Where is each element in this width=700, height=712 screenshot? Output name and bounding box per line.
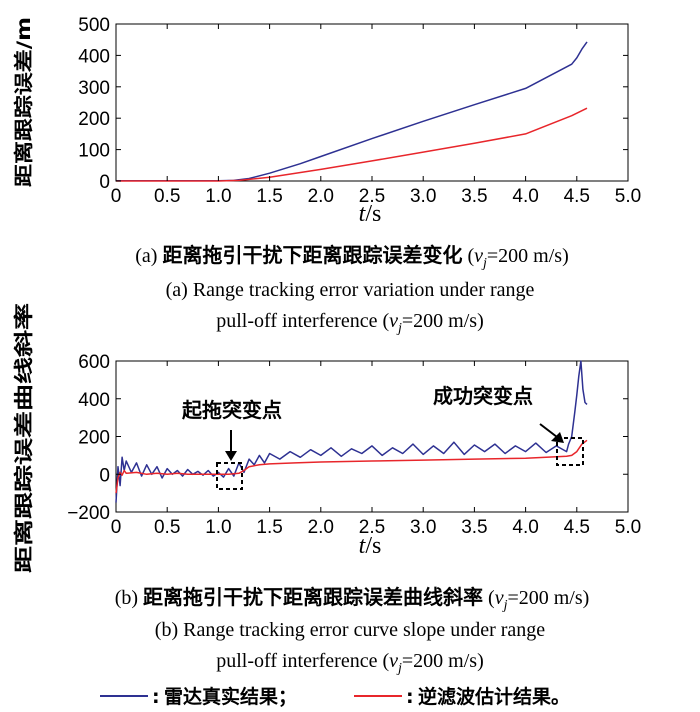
a-xtick-label: 2.0	[308, 186, 334, 207]
annotation-start-box	[216, 462, 243, 490]
b-xtick-label: 0.5	[154, 517, 180, 538]
a-xtick-label: 1.0	[205, 186, 231, 207]
b-ytick-label: 0	[99, 465, 110, 486]
chart-a-caption-en-2: pull-off interference (vj=200 m/s)	[216, 310, 484, 336]
a-xtick-label: 2.5	[359, 186, 385, 207]
chart-a-caption-zh: (a) 距离拖引干扰下距离跟踪误差变化 (vj=200 m/s)	[135, 243, 569, 271]
b-ytick-label: −200	[67, 503, 110, 524]
chart-a-ylabel: 距离跟踪误差/m	[12, 17, 35, 187]
a-ytick-label: 100	[78, 141, 110, 162]
annotation-start-arrowhead	[225, 451, 237, 461]
b-xtick-label: 2.0	[308, 517, 334, 538]
chart-b-ylabel: 距离跟踪误差曲线斜率	[12, 303, 35, 573]
legend-label-radar: 雷达真实结果；	[164, 685, 297, 708]
chart-b-caption-en-2: pull-off interference (vj=200 m/s)	[216, 650, 484, 676]
b-xtick-label: 5.0	[615, 517, 641, 538]
b-xtick-label: 3.5	[461, 517, 487, 538]
annotation-start-label: 起拖突变点	[181, 398, 282, 422]
b-xtick-label: 0	[111, 517, 122, 538]
annotation-success-point: 成功突变点	[433, 384, 584, 466]
a-ytick-label: 300	[78, 78, 110, 99]
b-xtick-label: 3.0	[410, 517, 436, 538]
chart-a-xlabel: t/s	[359, 201, 382, 227]
a-xtick-label: 4.0	[512, 186, 538, 207]
legend-label-inverse-filter: 逆滤波估计结果。	[418, 685, 570, 708]
chart-b-caption-en-1: (b) Range tracking error curve slope und…	[155, 619, 546, 641]
chart-a-plot-area	[115, 23, 629, 182]
a-xtick-label: 0.5	[154, 186, 180, 207]
a-ytick-label: 0	[99, 172, 110, 193]
chart-b-xlabel-unit: /s	[365, 533, 381, 559]
b-xtick-label: 4.0	[512, 517, 538, 538]
b-ytick-label: 400	[78, 390, 110, 411]
legend-sep-inverse-filter: :	[406, 686, 414, 708]
b-xtick-label: 4.5	[564, 517, 590, 538]
a-ytick-label: 500	[78, 15, 110, 36]
b-series-inverse-filter-line	[115, 439, 588, 494]
annotation-start-point: 起拖突变点	[181, 398, 282, 490]
b-ytick-label: 600	[78, 352, 110, 373]
legend: : 雷达真实结果； : 逆滤波估计结果。	[100, 685, 570, 708]
b-xtick-label: 1.5	[256, 517, 282, 538]
a-xtick-label: 0	[111, 186, 122, 207]
a-ytick-label: 200	[78, 109, 110, 130]
chart-a-caption-en-1: (a) Range tracking error variation under…	[166, 279, 535, 301]
b-ytick-label: 200	[78, 428, 110, 449]
chart-a: 0 100 200 300 400 500 0 0.5 1.0 1.5 2.0 2.5 3.0 3.5 4…	[12, 15, 641, 227]
annotation-success-box	[556, 437, 584, 466]
chart-b-xlabel-t: t	[359, 533, 367, 559]
a-ytick-label: 400	[78, 46, 110, 67]
annotation-success-label: 成功突变点	[433, 384, 533, 408]
a-xtick-label: 5.0	[615, 186, 641, 207]
b-xtick-label: 1.0	[205, 517, 231, 538]
chart-b-plot-area	[115, 360, 629, 513]
a-xtick-label: 3.5	[461, 186, 487, 207]
annotation-success-arrow	[539, 423, 558, 438]
a-xtick-label: 1.5	[256, 186, 282, 207]
legend-sep-radar: :	[152, 686, 160, 708]
chart-b-caption-zh: (b) 距离拖引干扰下距离跟踪误差曲线斜率 (vj=200 m/s)	[115, 585, 590, 613]
a-xtick-label: 4.5	[564, 186, 590, 207]
b-xtick-label: 2.5	[359, 517, 385, 538]
a-series-inverse-filter-line	[116, 107, 588, 182]
chart-a-xlabel-unit: /s	[365, 201, 381, 227]
b-series-radar-line	[115, 360, 588, 503]
chart-a-xlabel-t: t	[359, 201, 367, 227]
a-xtick-label: 3.0	[410, 186, 436, 207]
chart-b-xlabel: t/s	[359, 533, 382, 559]
